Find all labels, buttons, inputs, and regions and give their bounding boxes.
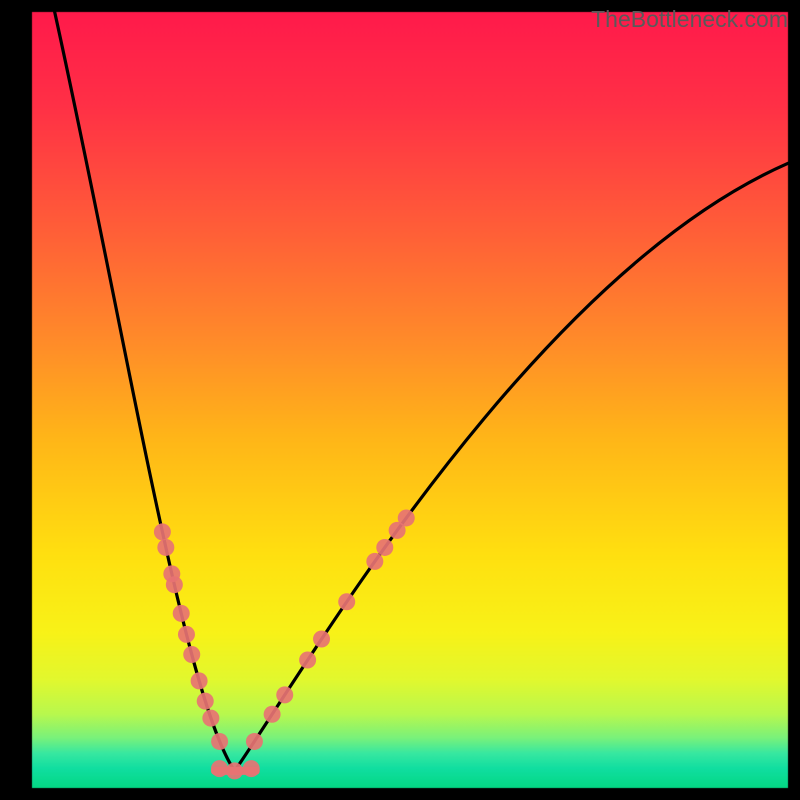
data-point <box>243 760 260 777</box>
data-point <box>376 539 393 556</box>
data-point <box>173 605 190 622</box>
data-point <box>299 651 316 668</box>
data-point <box>276 686 293 703</box>
data-point <box>183 646 200 663</box>
data-point <box>226 762 243 779</box>
data-point <box>338 593 355 610</box>
bottleneck-curve <box>55 12 788 771</box>
data-point <box>154 523 171 540</box>
data-point <box>166 576 183 593</box>
data-point <box>398 509 415 526</box>
data-point <box>157 539 174 556</box>
data-point <box>313 631 330 648</box>
data-point <box>211 733 228 750</box>
data-point <box>264 706 281 723</box>
data-point <box>197 693 214 710</box>
data-point <box>246 733 263 750</box>
data-point <box>202 710 219 727</box>
data-point <box>191 672 208 689</box>
data-point <box>178 626 195 643</box>
watermark-label: TheBottleneck.com <box>591 6 788 33</box>
bottleneck-curve-plot <box>0 0 800 800</box>
data-point <box>211 760 228 777</box>
data-point <box>366 553 383 570</box>
data-point-group <box>154 509 415 779</box>
chart-stage: TheBottleneck.com <box>0 0 800 800</box>
